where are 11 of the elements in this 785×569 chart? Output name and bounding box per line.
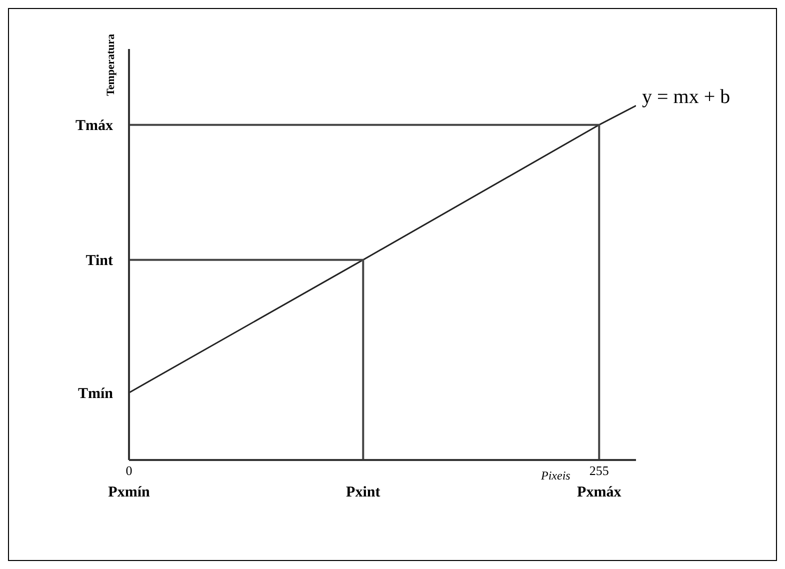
text: Pxmín bbox=[108, 484, 150, 501]
annotation: Tmáx bbox=[76, 118, 114, 134]
y-axis-title: Temperatura bbox=[104, 34, 117, 96]
x-tick-label: 0 bbox=[126, 463, 132, 478]
annotation: Pxint bbox=[346, 484, 380, 501]
annotation: Tmín bbox=[78, 386, 114, 402]
x-axis-title: Pixeis bbox=[540, 468, 571, 482]
annotation: Tint bbox=[86, 253, 113, 270]
x-tick-label: 255 bbox=[589, 463, 609, 478]
annotation: Pxmáx bbox=[577, 484, 622, 501]
annotation: y = mx + b bbox=[642, 86, 730, 108]
